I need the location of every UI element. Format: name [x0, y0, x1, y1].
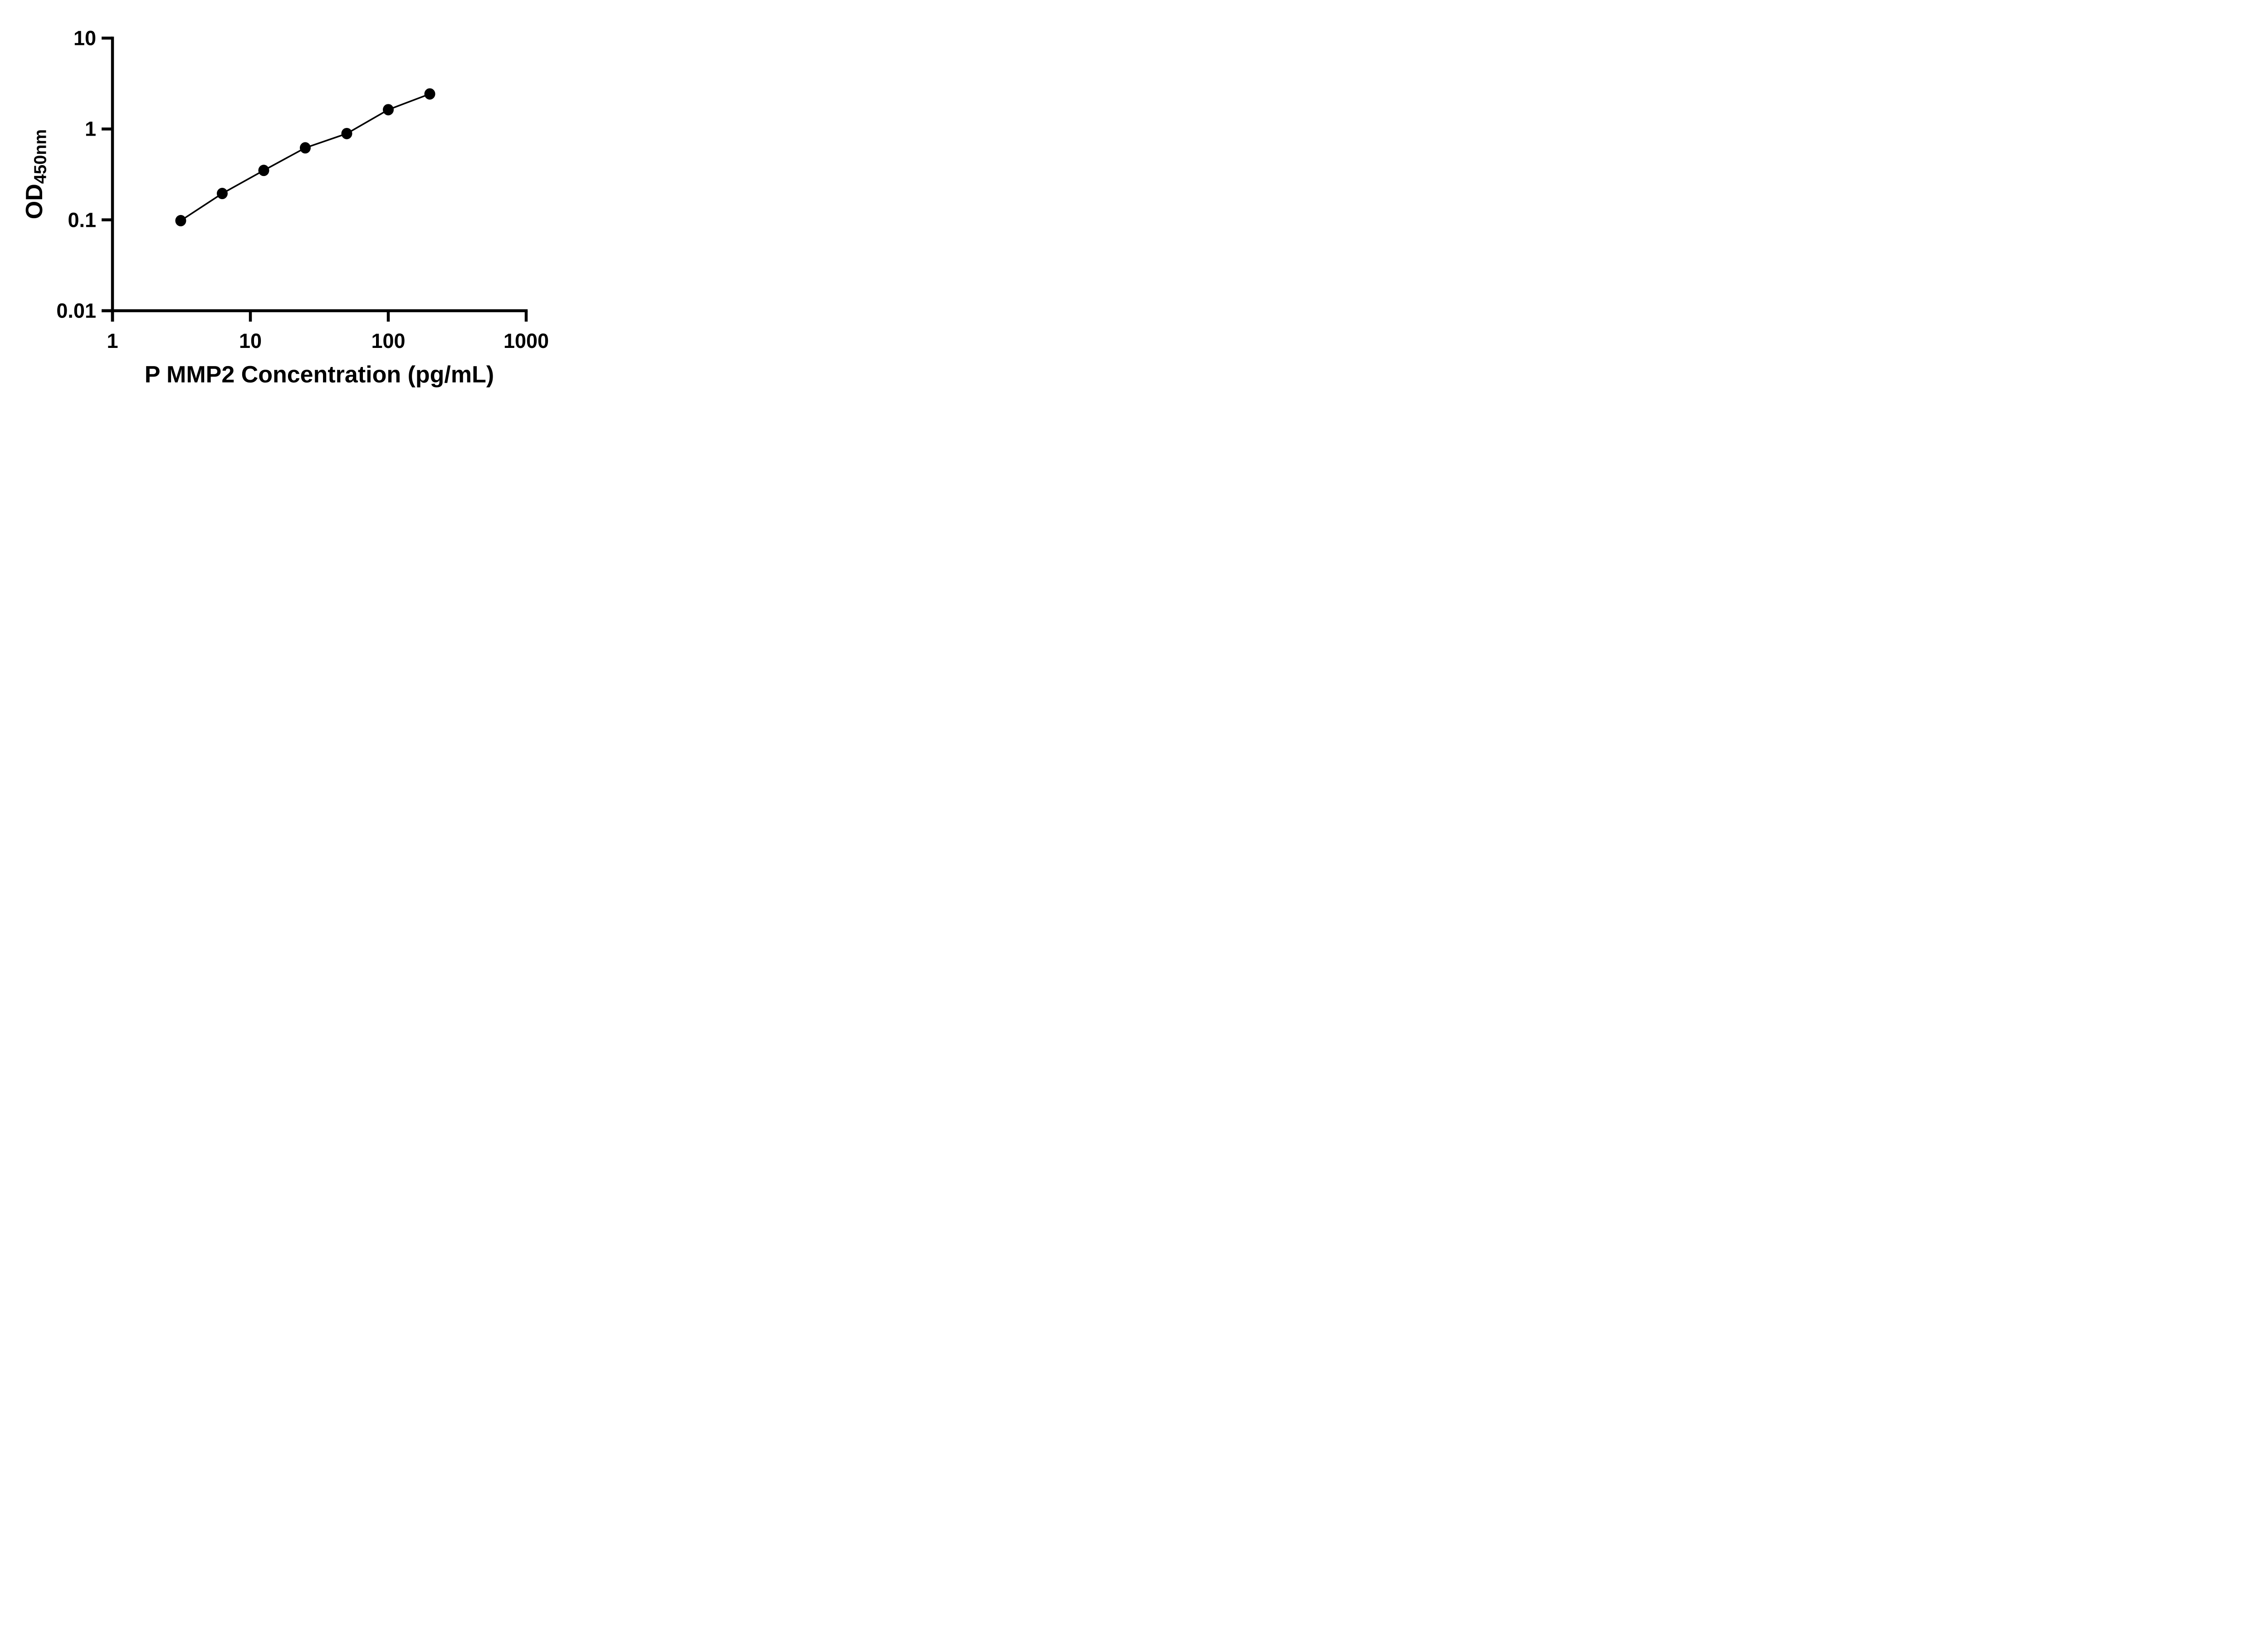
y-tick-label: 0.1 — [68, 208, 96, 232]
y-tick-label: 0.01 — [56, 299, 96, 323]
data-point — [299, 142, 311, 154]
x-axis-title: P MMP2 Concentration (pg/mL) — [144, 362, 494, 388]
data-point — [216, 188, 228, 200]
x-tick-label: 1000 — [503, 329, 549, 352]
y-tick-label: 10 — [73, 26, 96, 50]
plot-area — [102, 36, 528, 322]
data-point — [175, 215, 186, 226]
x-tick-label: 100 — [371, 329, 406, 352]
data-point — [383, 104, 394, 116]
data-point — [258, 165, 269, 176]
data-point — [341, 127, 352, 139]
standard-curve-figure: OD450nm P MMP2 Concentration (pg/mL) 10 1… — [0, 0, 583, 408]
x-tick-label: 1 — [107, 329, 118, 352]
y-axis-title: OD450nm — [21, 129, 50, 219]
x-tick-label: 10 — [239, 329, 262, 352]
y-tick-label: 1 — [84, 117, 96, 141]
data-point — [424, 88, 435, 100]
